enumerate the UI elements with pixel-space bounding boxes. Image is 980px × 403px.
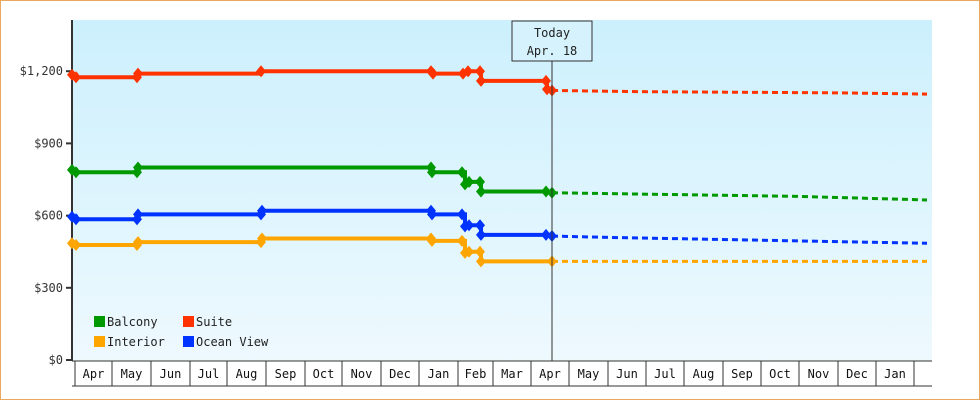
x-month-label: Dec [389, 367, 411, 381]
legend-swatch [94, 336, 105, 347]
data-point[interactable] [476, 255, 486, 268]
x-month-label: Aug [236, 367, 258, 381]
legend: Balcony Suite Interior Ocean View [94, 315, 269, 349]
x-month-label: Oct [769, 367, 791, 381]
x-month-label: May [121, 367, 143, 381]
data-point[interactable] [464, 245, 474, 258]
today-marker: Today Apr. 18 [511, 20, 593, 361]
x-month-label: May [578, 367, 600, 381]
data-point[interactable] [71, 166, 81, 179]
data-point[interactable] [133, 67, 143, 80]
legend-swatch [183, 336, 194, 347]
x-axis: Apr May Jun Jul Aug Sep Oct Nov Dec Jan Feb Mar Apr M… [72, 360, 932, 387]
data-point[interactable] [71, 71, 81, 84]
x-month-label: Dec [846, 367, 868, 381]
projection-line [551, 234, 928, 245]
legend-item-balcony[interactable]: Balcony [94, 315, 158, 329]
data-point[interactable] [71, 238, 81, 251]
data-point[interactable] [428, 67, 438, 80]
x-month-label: Jun [160, 367, 182, 381]
x-month-label: Jul [654, 367, 676, 381]
legend-swatch [183, 316, 194, 327]
data-point[interactable] [476, 228, 486, 241]
y-tick-label: $0 [49, 353, 63, 367]
projection-line [551, 191, 928, 202]
data-point[interactable] [457, 234, 467, 247]
series-lines [67, 65, 928, 268]
data-point[interactable] [464, 219, 474, 232]
data-point[interactable] [463, 65, 473, 78]
series-suite [67, 65, 928, 97]
x-month-label: Jan [884, 367, 906, 381]
legend-label: Suite [196, 315, 232, 329]
data-point[interactable] [541, 74, 551, 87]
y-axis: $0 $300 $600 $900 $1,200 [20, 20, 73, 367]
x-month-label: Oct [313, 367, 335, 381]
data-point[interactable] [71, 213, 81, 226]
data-point[interactable] [257, 232, 267, 245]
data-point[interactable] [427, 208, 437, 221]
today-label: Today [534, 26, 570, 40]
data-point[interactable] [475, 65, 485, 78]
legend-item-suite[interactable]: Suite [183, 315, 232, 329]
series-interior [67, 232, 927, 268]
legend-swatch [94, 316, 105, 327]
x-month-label: Apr [539, 367, 561, 381]
legend-label: Interior [107, 335, 165, 349]
data-point[interactable] [457, 208, 467, 221]
data-point[interactable] [133, 208, 143, 221]
data-point[interactable] [476, 74, 486, 87]
data-point[interactable] [427, 166, 437, 179]
series-balcony [67, 161, 928, 202]
data-point[interactable] [133, 161, 143, 174]
legend-label: Ocean View [196, 335, 269, 349]
y-tick-label: $900 [34, 136, 63, 150]
projection-line [551, 88, 928, 96]
legend-item-interior[interactable]: Interior [94, 335, 165, 349]
x-month-label: Aug [693, 367, 715, 381]
data-point[interactable] [256, 65, 266, 78]
x-month-label: Sep [731, 367, 753, 381]
x-month-label: Feb [465, 367, 487, 381]
data-point[interactable] [464, 175, 474, 188]
today-date: Apr. 18 [527, 44, 578, 58]
data-point[interactable] [476, 185, 486, 198]
data-point[interactable] [475, 245, 485, 258]
data-point[interactable] [427, 234, 437, 247]
data-point[interactable] [133, 236, 143, 249]
data-point[interactable] [475, 175, 485, 188]
data-point[interactable] [475, 219, 485, 232]
data-point[interactable] [257, 204, 267, 217]
x-month-label: Nov [808, 367, 830, 381]
x-month-label: Jun [616, 367, 638, 381]
legend-item-ocean-view[interactable]: Ocean View [183, 335, 269, 349]
legend-label: Balcony [107, 315, 158, 329]
x-month-label: Jul [198, 367, 220, 381]
x-month-label: Apr [83, 367, 105, 381]
x-month-label: Mar [501, 367, 523, 381]
x-month-label: Jan [428, 367, 450, 381]
y-tick-label: $600 [34, 209, 63, 223]
y-tick-label: $300 [34, 281, 63, 295]
x-month-label: Nov [351, 367, 373, 381]
x-month-label: Sep [275, 367, 297, 381]
series-ocean-view [67, 204, 928, 245]
data-point[interactable] [457, 166, 467, 179]
y-tick-label: $1,200 [20, 64, 63, 78]
